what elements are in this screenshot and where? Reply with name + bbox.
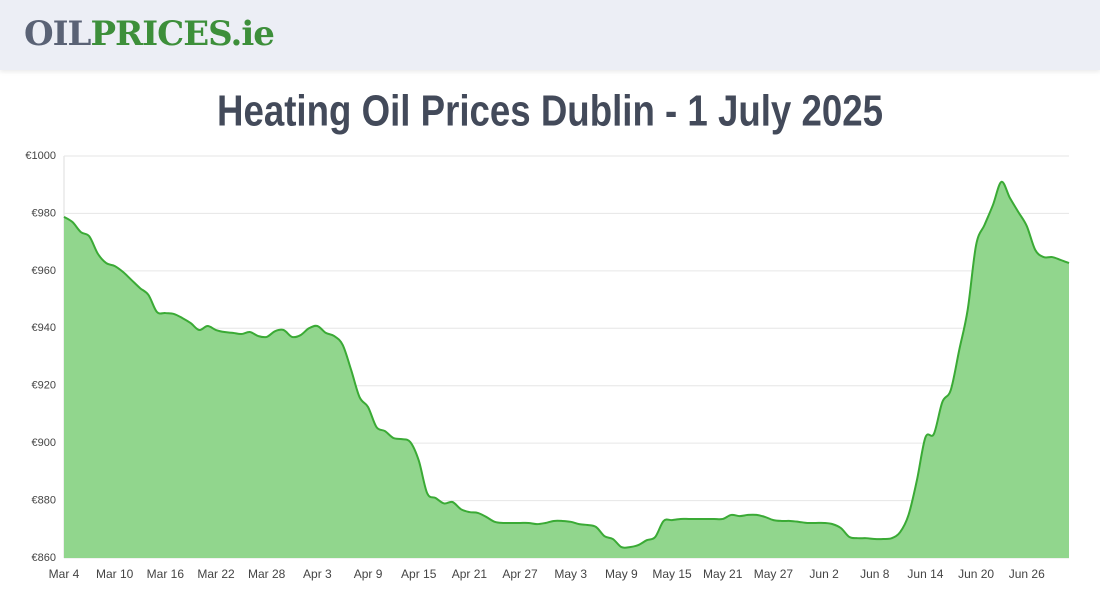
x-tick-label: Jun 2 [809, 567, 839, 581]
x-tick-label: Apr 21 [452, 567, 488, 581]
chart-title: Heating Oil Prices Dublin - 1 July 2025 [217, 87, 883, 136]
y-tick-label: €1000 [25, 150, 56, 162]
y-tick-label: €960 [32, 265, 56, 277]
x-tick-label: Apr 27 [502, 567, 538, 581]
logo-part: .ie [230, 14, 274, 54]
y-tick-label: €920 [32, 380, 56, 392]
logo[interactable]: OILPRICES.ie [24, 14, 275, 54]
area [64, 181, 1069, 558]
x-tick-label: Mar 4 [49, 567, 80, 581]
y-tick-label: €980 [32, 207, 56, 219]
x-tick-label: Jun 26 [1009, 567, 1045, 581]
logo-part: PRICES [90, 14, 231, 54]
x-tick-label: Mar 28 [248, 567, 286, 581]
x-tick-label: Mar 16 [147, 567, 185, 581]
x-tick-label: Apr 3 [303, 567, 332, 581]
y-tick-label: €900 [32, 437, 56, 449]
x-tick-label: May 27 [754, 567, 794, 581]
y-tick-label: €880 [32, 494, 56, 506]
x-tick-label: May 21 [703, 567, 743, 581]
x-tick-label: May 15 [652, 567, 692, 581]
y-tick-label: €860 [32, 552, 56, 564]
x-tick-label: Jun 8 [860, 567, 890, 581]
x-tick-label: Mar 10 [96, 567, 134, 581]
x-tick-label: Jun 14 [907, 567, 943, 581]
x-tick-label: Mar 22 [197, 567, 235, 581]
x-tick-label: May 3 [554, 567, 587, 581]
y-tick-label: €940 [32, 322, 56, 334]
x-tick-label: Apr 9 [354, 567, 383, 581]
x-tick-label: May 9 [605, 567, 638, 581]
header: OILPRICES.ie [0, 0, 1100, 70]
x-tick-label: Apr 15 [401, 567, 437, 581]
line [63, 180, 1070, 549]
logo-part: OIL [24, 14, 91, 54]
x-tick-label: Jun 20 [958, 567, 994, 581]
